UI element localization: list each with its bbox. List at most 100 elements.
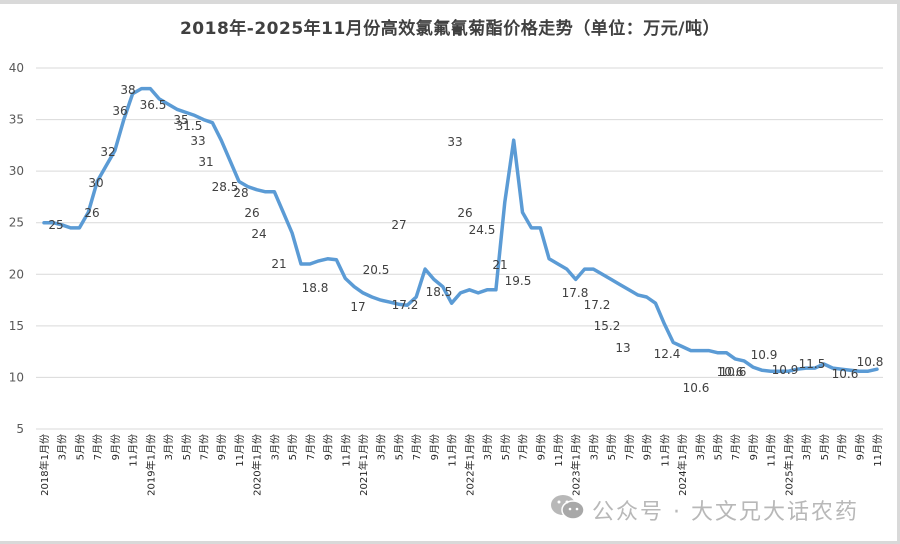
x-tick-label: 5月份 (287, 434, 299, 460)
y-tick-label: 25 (9, 216, 24, 230)
x-tick-label: 5月份 (606, 434, 618, 460)
data-label: 28 (233, 186, 248, 200)
data-label: 36.5 (140, 98, 167, 112)
data-label: 10.6 (832, 367, 859, 381)
x-tick-label: 5月份 (181, 434, 193, 460)
watermark-text: 公众号 · 大文兄大话农药 (592, 500, 859, 525)
x-tick-label: 3月份 (163, 434, 175, 460)
x-tick-label: 11月份 (340, 434, 352, 467)
x-tick-label: 11月份 (872, 434, 884, 467)
data-label: 31 (198, 155, 213, 169)
x-tick-label: 2019年1月份 (144, 434, 157, 496)
x-tick-label: 9月份 (216, 434, 228, 460)
x-tick-label: 3月份 (588, 434, 600, 460)
x-tick-label: 9月份 (535, 434, 547, 460)
x-tick-label: 11月份 (234, 434, 246, 467)
data-label: 24 (251, 227, 266, 241)
data-label: 24.5 (469, 223, 496, 237)
data-label: 10.6 (720, 365, 747, 379)
x-tick-label: 5月份 (393, 434, 405, 460)
data-label: 17.2 (392, 298, 419, 312)
data-label: 12.4 (654, 347, 681, 361)
x-tick-label: 7月份 (518, 434, 530, 460)
x-tick-label: 11月份 (659, 434, 671, 467)
y-tick-label: 40 (9, 61, 24, 75)
x-tick-label: 11月份 (766, 434, 778, 467)
x-tick-label: 2021年1月份 (357, 434, 370, 496)
x-tick-label: 5月份 (74, 434, 86, 460)
x-tick-label: 11月份 (128, 434, 140, 467)
data-label: 17 (350, 300, 365, 314)
x-tick-label: 7月份 (305, 434, 317, 460)
data-label: 25 (48, 218, 63, 232)
data-label: 26 (244, 206, 259, 220)
data-label: 18.5 (426, 285, 453, 299)
top-border (0, 0, 900, 4)
data-label: 20.5 (363, 263, 390, 277)
x-axis-ticks: 2018年1月份 3月份 5月份 7月份 9月份 11月份 2019年1月份 3月份 5月份 7月… (38, 434, 884, 496)
x-tick-label: 11月份 (553, 434, 565, 467)
x-tick-label: 3月份 (482, 434, 494, 460)
x-tick-label: 2025年1月份 (782, 434, 795, 496)
right-border (897, 0, 900, 544)
x-tick-label: 7月份 (199, 434, 211, 460)
price-line (42, 86, 879, 373)
x-tick-label: 2022年1月份 (463, 434, 476, 496)
y-tick-label: 15 (9, 319, 24, 333)
gridlines (36, 67, 883, 430)
data-label: 27 (391, 218, 406, 232)
x-tick-label: 7月份 (411, 434, 423, 460)
chart-title: 2018年-2025年11月份高效氯氟氰菊酯价格走势（单位：万元/吨） (179, 19, 721, 39)
data-label: 33 (190, 134, 205, 148)
data-label: 30 (88, 176, 103, 190)
x-tick-label: 7月份 (624, 434, 636, 460)
data-label: 11.5 (799, 357, 826, 371)
data-labels: 25263032363836.53531.5333128.52826242118… (48, 83, 883, 395)
x-tick-label: 3月份 (57, 434, 69, 460)
y-tick-label: 35 (9, 113, 24, 127)
x-tick-label: 9月份 (323, 434, 335, 460)
bottom-border (0, 541, 900, 544)
x-tick-label: 2024年1月份 (676, 434, 689, 496)
data-label: 10.8 (857, 355, 884, 369)
data-label: 18.8 (302, 281, 329, 295)
x-tick-label: 7月份 (837, 434, 849, 460)
x-tick-label: 7月份 (92, 434, 104, 460)
x-tick-label: 9月份 (429, 434, 441, 460)
x-tick-label: 2018年1月份 (38, 434, 51, 496)
y-tick-label: 20 (9, 267, 24, 281)
x-tick-label: 5月份 (712, 434, 724, 460)
data-label: 10.6 (683, 381, 710, 395)
x-tick-label: 7月份 (730, 434, 742, 460)
data-label: 10.6 (717, 365, 744, 379)
data-label: 10.9 (772, 363, 799, 377)
data-label: 26 (84, 206, 99, 220)
data-label: 13 (615, 341, 630, 355)
x-tick-label: 3月份 (695, 434, 707, 460)
data-label: 26 (457, 206, 472, 220)
data-label: 36 (112, 104, 127, 118)
data-label: 21 (492, 258, 507, 272)
data-label: 21 (271, 257, 286, 271)
x-tick-label: 9月份 (748, 434, 760, 460)
y-tick-label: 5 (16, 422, 24, 436)
x-tick-label: 3月份 (269, 434, 281, 460)
data-label: 15.2 (594, 319, 621, 333)
data-label: 28.5 (212, 180, 239, 194)
x-tick-label: 9月份 (642, 434, 654, 460)
data-label: 38 (120, 83, 135, 97)
x-tick-label: 11月份 (447, 434, 459, 467)
x-tick-label: 5月份 (819, 434, 831, 460)
y-tick-label: 30 (9, 164, 24, 178)
data-label: 31.5 (176, 119, 203, 133)
data-label: 33 (447, 135, 462, 149)
x-tick-label: 3月份 (801, 434, 813, 460)
wechat-icon (551, 495, 585, 520)
x-tick-label: 2020年1月份 (251, 434, 264, 496)
data-label: 10.9 (751, 348, 778, 362)
y-tick-label: 10 (9, 370, 24, 384)
x-tick-label: 9月份 (110, 434, 122, 460)
x-tick-label: 5月份 (500, 434, 512, 460)
data-label: 32 (100, 145, 115, 159)
